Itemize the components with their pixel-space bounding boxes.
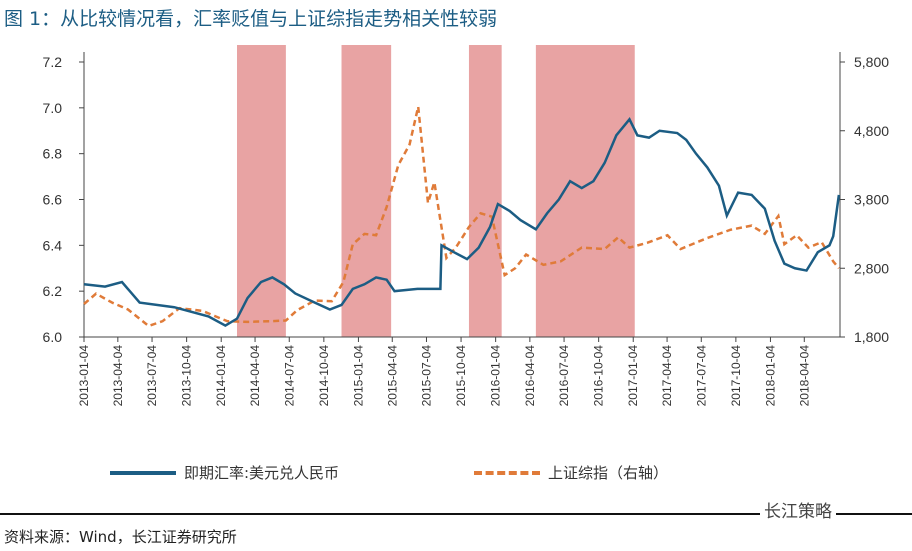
y-left-tick-label: 6.8 [43,146,63,162]
x-tick-label: 2018-01-04 [763,345,777,407]
y-left-tick-label: 6.0 [43,329,63,345]
shaded-period [535,45,635,337]
y-right-tick-label: 1,800 [854,329,889,345]
x-tick-label: 2014-07-04 [282,345,296,407]
x-tick-label: 2013-07-04 [145,345,159,407]
x-tick-label: 2016-07-04 [557,345,571,407]
legend-swatch-solid [110,470,176,475]
y-right-tick-label: 3,800 [854,192,889,208]
x-tick-label: 2013-10-04 [180,345,194,407]
source-note: 资料来源：Wind，长江证券研究所 [4,528,237,546]
y-left-tick-label: 6.2 [43,283,63,299]
x-tick-label: 2016-01-04 [489,345,503,407]
y-left-tick-label: 7.2 [43,54,63,70]
series-line-usdcny [83,116,841,327]
x-tick-label: 2014-04-04 [248,345,262,407]
x-tick-label: 2017-10-04 [729,345,743,407]
x-tick-label: 2015-07-04 [419,345,433,407]
y-right-tick-label: 5,800 [854,54,889,70]
x-tick-label: 2015-04-04 [385,345,399,407]
x-tick-label: 2013-04-04 [111,345,125,407]
x-tick-label: 2014-10-04 [317,345,331,407]
legend-label: 即期汇率:美元兑人民币 [184,464,340,482]
shaded-period [237,45,286,337]
x-tick-label: 2018-04-04 [797,345,811,407]
watermark: 长江策略 [760,497,836,522]
legend-label: 上证综指（右轴） [548,464,669,482]
x-tick-label: 2016-04-04 [523,345,537,407]
x-tick-label: 2015-10-04 [454,345,468,407]
legend-item-sse: 上证综指（右轴） [474,462,668,483]
legend-swatch-dashed [474,470,540,475]
y-right-tick-label: 2,800 [854,260,889,276]
series-line-sse [83,106,840,328]
x-tick-label: 2017-01-04 [626,345,640,407]
divider [0,513,912,515]
y-right-tick-label: 4,800 [854,123,889,139]
y-left-tick-label: 7.0 [43,100,63,116]
shaded-period [341,45,392,337]
chart: 6.0 6.2 6.4 6.6 6.8 7.0 7.2 1,800 2,800 3,800 4,80… [43,45,889,407]
x-tick-label: 2017-04-04 [660,345,674,407]
shaded-period [468,45,502,337]
x-tick-label: 2016-10-04 [592,345,606,407]
x-tick-label: 2017-07-04 [694,345,708,407]
y-left-tick-label: 6.4 [43,237,63,253]
y-left-tick-label: 6.6 [43,192,63,208]
figure-title: 图 1：从比较情况看，汇率贬值与上证综指走势相关性较弱 [4,8,498,30]
x-tick-label: 2013-01-04 [77,345,91,407]
x-tick-label: 2014-01-04 [214,345,228,407]
legend-item-usdcny: 即期汇率:美元兑人民币 [110,462,339,483]
x-tick-label: 2015-01-04 [351,345,365,407]
